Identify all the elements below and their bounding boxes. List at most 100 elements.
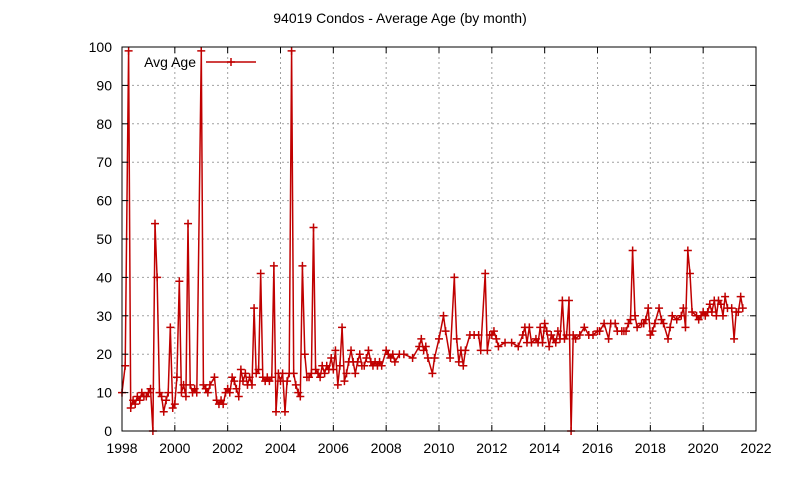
data-point bbox=[483, 346, 492, 355]
data-point bbox=[247, 380, 256, 389]
data-point bbox=[166, 323, 175, 332]
y-tick-label: 10 bbox=[96, 385, 112, 401]
data-point bbox=[351, 369, 360, 378]
data-point bbox=[452, 334, 461, 343]
x-tick-label: 1998 bbox=[106, 440, 137, 456]
legend: Avg Age bbox=[144, 54, 256, 70]
data-point bbox=[595, 327, 604, 336]
x-tick-label: 2018 bbox=[635, 440, 666, 456]
data-point bbox=[335, 361, 344, 370]
data-point bbox=[441, 327, 450, 336]
data-point bbox=[538, 338, 547, 347]
data-point bbox=[205, 380, 214, 389]
data-point bbox=[192, 388, 201, 397]
data-point bbox=[298, 261, 307, 270]
data-point bbox=[340, 377, 349, 386]
data-point bbox=[417, 334, 426, 343]
data-point bbox=[197, 46, 206, 55]
data-point bbox=[131, 400, 140, 409]
data-point bbox=[589, 331, 598, 339]
data-point bbox=[481, 269, 490, 278]
data-point bbox=[716, 300, 725, 309]
data-point bbox=[626, 315, 635, 324]
y-tick-label: 50 bbox=[96, 231, 112, 247]
data-point bbox=[362, 354, 371, 363]
data-point bbox=[514, 342, 523, 351]
data-point bbox=[604, 334, 613, 343]
chart-title: 94019 Condos - Average Age (by month) bbox=[273, 10, 526, 26]
data-point bbox=[280, 407, 289, 416]
data-point bbox=[399, 350, 408, 359]
data-point bbox=[628, 246, 637, 255]
data-point bbox=[342, 369, 351, 378]
data-point bbox=[679, 304, 688, 313]
data-point bbox=[175, 277, 184, 286]
x-tick-label: 2014 bbox=[529, 440, 560, 456]
data-point bbox=[232, 384, 241, 393]
data-point bbox=[545, 342, 554, 351]
data-point bbox=[170, 400, 179, 409]
data-point bbox=[672, 315, 681, 324]
data-point bbox=[446, 354, 455, 363]
data-point bbox=[705, 300, 714, 309]
data-point bbox=[575, 331, 584, 339]
data-point bbox=[664, 334, 673, 343]
data-point bbox=[157, 392, 166, 401]
data-point bbox=[327, 354, 336, 363]
data-point bbox=[428, 369, 437, 378]
data-point bbox=[536, 323, 545, 332]
data-point bbox=[360, 361, 369, 370]
axes: 0 10 20 30 40 50 60 70 80 90 100 1998 2000 2002 2004 20… bbox=[89, 39, 772, 456]
y-tick-label: 100 bbox=[89, 39, 113, 55]
data-point bbox=[492, 334, 501, 343]
data-point bbox=[238, 377, 247, 386]
y-tick-label: 90 bbox=[96, 77, 112, 93]
data-point bbox=[688, 307, 697, 316]
data-point bbox=[734, 307, 743, 316]
data-point bbox=[666, 323, 675, 332]
x-tick-label: 2020 bbox=[688, 440, 719, 456]
data-point bbox=[347, 346, 356, 355]
legend-label: Avg Age bbox=[144, 54, 196, 70]
data-point bbox=[329, 365, 338, 374]
data-point bbox=[459, 361, 468, 370]
y-tick-label: 20 bbox=[96, 346, 112, 362]
data-point bbox=[338, 323, 347, 332]
x-tick-label: 2002 bbox=[212, 440, 243, 456]
data-point bbox=[525, 323, 534, 332]
data-point bbox=[474, 331, 483, 339]
data-point bbox=[580, 323, 589, 332]
data-point bbox=[210, 373, 219, 382]
legend-marker-sample bbox=[227, 58, 235, 66]
data-point bbox=[718, 311, 727, 320]
data-point bbox=[153, 273, 162, 282]
data-point bbox=[124, 46, 133, 55]
data-point bbox=[159, 407, 168, 416]
y-tick-label: 70 bbox=[96, 154, 112, 170]
data-point bbox=[135, 396, 144, 405]
data-point bbox=[736, 292, 745, 301]
data-point bbox=[542, 327, 551, 336]
data-point bbox=[641, 315, 650, 324]
data-point bbox=[681, 323, 690, 332]
data-point bbox=[256, 269, 265, 278]
data-point bbox=[291, 380, 300, 389]
data-point bbox=[494, 342, 503, 351]
data-point bbox=[564, 296, 573, 305]
data-point bbox=[439, 311, 448, 320]
x-tick-label: 2022 bbox=[740, 440, 771, 456]
data-point bbox=[631, 311, 640, 320]
data-point bbox=[685, 269, 694, 278]
data-point bbox=[507, 338, 516, 347]
x-tick-label: 2010 bbox=[423, 440, 454, 456]
data-point bbox=[489, 327, 498, 336]
data-point bbox=[683, 246, 692, 255]
data-point bbox=[668, 311, 677, 320]
x-tick-label: 2006 bbox=[318, 440, 349, 456]
data-point bbox=[353, 357, 362, 366]
data-point bbox=[245, 373, 254, 382]
y-tick-label: 40 bbox=[96, 269, 112, 285]
data-point bbox=[267, 373, 276, 382]
data-point bbox=[250, 304, 259, 313]
